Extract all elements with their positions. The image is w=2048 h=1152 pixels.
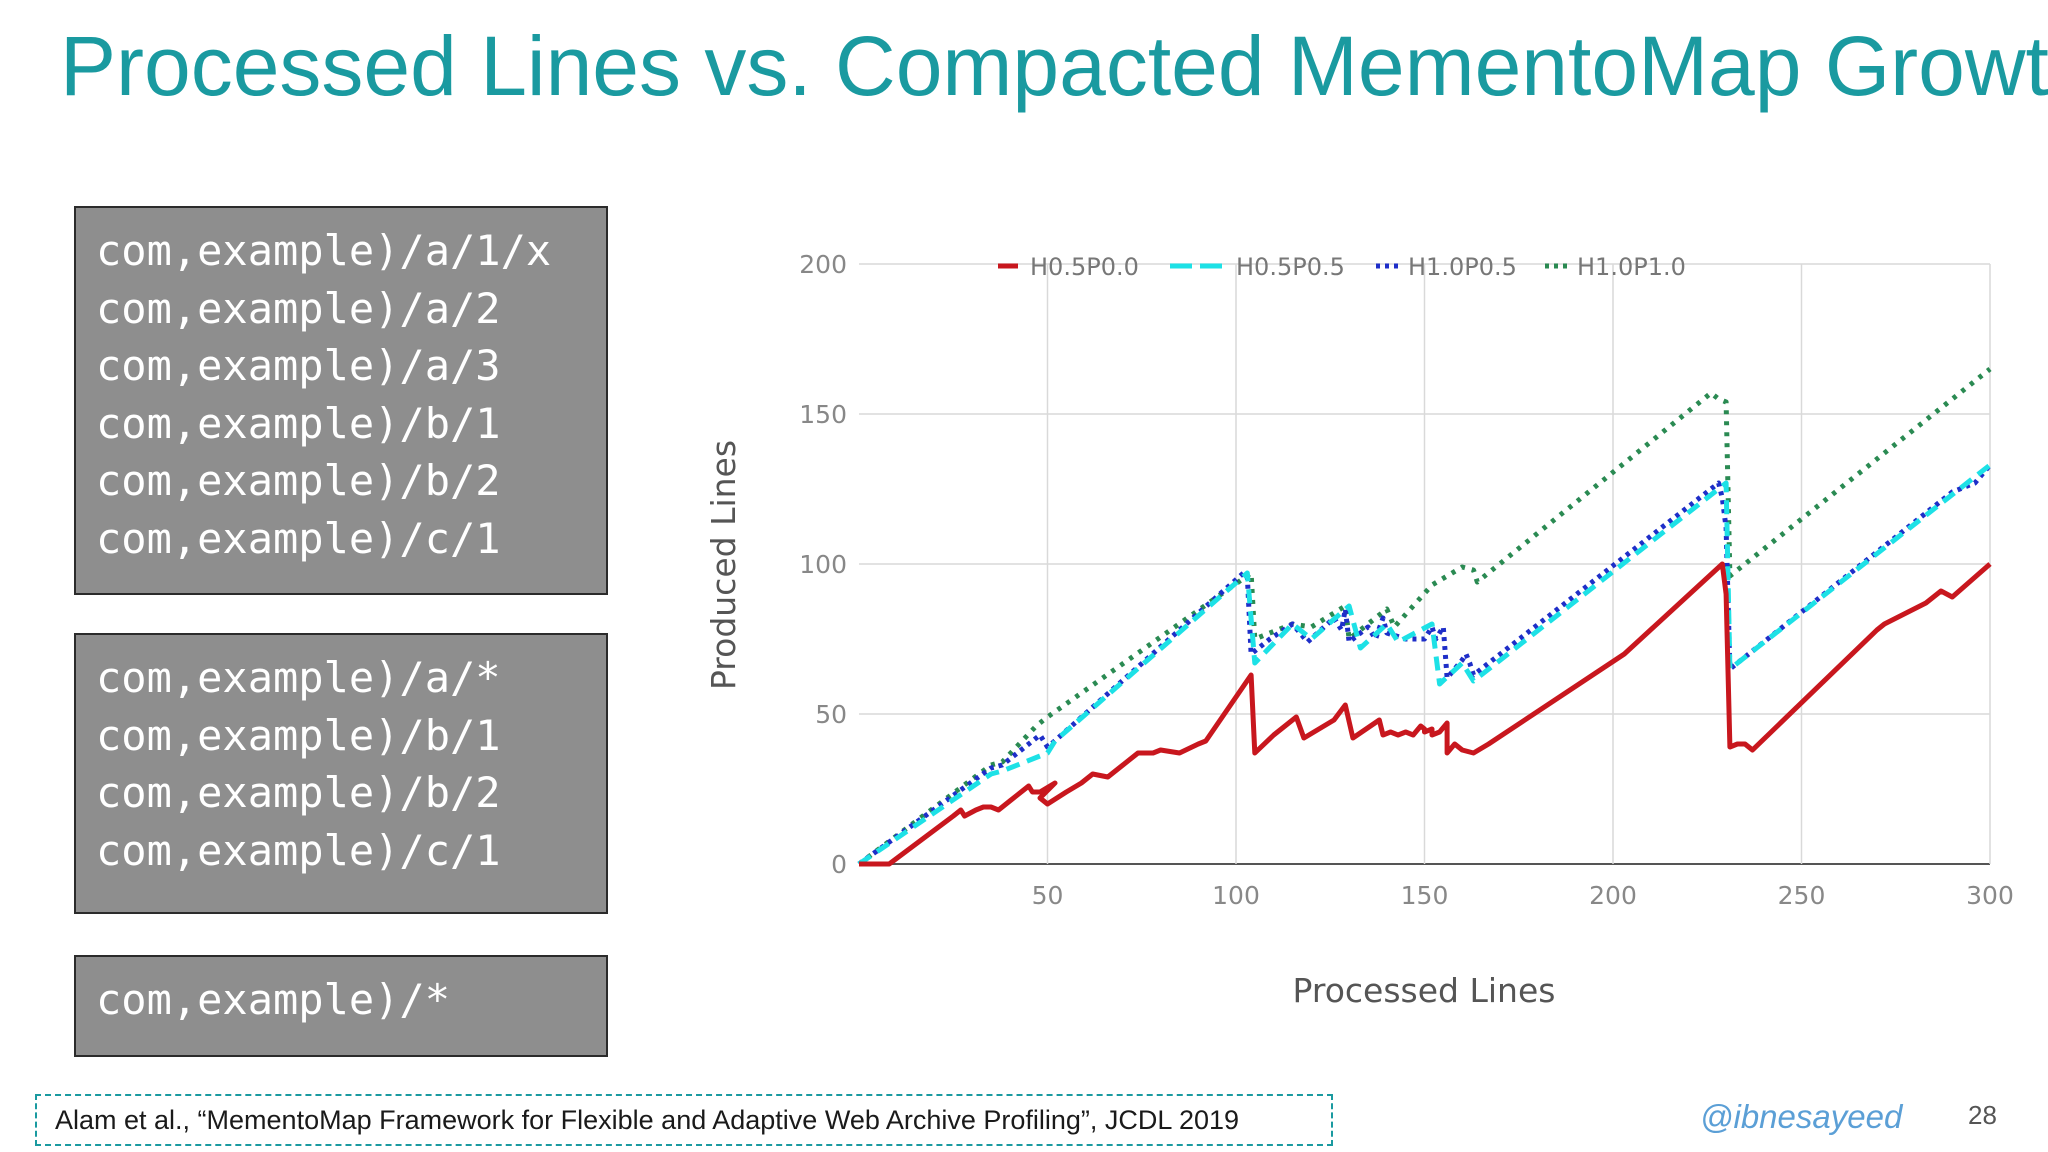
code-line: com,example)/c/1 [96,825,501,875]
code-line: com,example)/a/* [96,653,501,702]
chart-ticks: 0 50 100 150 200 50 100 150 200 250 300 [799,250,2014,910]
author-handle: @ibnesayeed [1700,1098,1903,1135]
series-line-H1.0P0.5 [857,463,1992,867]
y-tick-label: 0 [831,850,847,879]
code-line: com,example)/a/2 [96,283,501,333]
code-line: com,example)/a/1/x [96,226,552,275]
code-line: com,example)/b/1 [96,398,501,448]
code-line: com,example)/* [96,975,451,1024]
chart-legend: H0.5P0.0 H0.5P0.5 H1.0P0.5 H1.0P1.0 [998,253,1686,281]
x-tick-label: 300 [1966,881,2014,910]
legend-label: H1.0P1.0 [1577,253,1686,281]
x-tick-label: 200 [1589,881,1637,910]
series-line-H0.5P0.0 [859,561,1992,867]
chart-series [857,367,1992,867]
x-axis-label: Processed Lines [1293,971,1556,1010]
citation-box: Alam et al., “MementoMap Framework for F… [35,1094,1333,1146]
series-line-H0.5P0.5 [857,463,1992,867]
code-box-2: com,example)/a/* com,example)/b/1 com,exam… [74,633,608,914]
chart-grid [859,263,1991,865]
y-axis-label: Produced Lines [704,440,743,690]
line-chart: H0.5P0.0 H0.5P0.5 H1.0P0.5 H1.0P1.0 0 50 100 1… [704,250,2014,1010]
y-tick-label: 150 [799,400,847,429]
x-tick-label: 100 [1212,881,1260,910]
slide-title: Processed Lines vs. Compacted MementoMap… [60,19,2048,113]
y-tick-label: 200 [799,250,847,279]
code-line: com,example)/b/1 [96,710,501,760]
code-line: com,example)/c/1 [96,513,501,563]
y-tick-label: 100 [799,550,847,579]
x-tick-label: 50 [1032,881,1064,910]
legend-label: H1.0P0.5 [1408,253,1517,281]
code-box-1: com,example)/a/1/x com,example)/a/2 com,ex… [74,206,608,595]
x-tick-label: 150 [1401,881,1449,910]
slide-number: 28 [1968,1100,1997,1130]
code-line: com,example)/b/2 [96,768,501,817]
code-line: com,example)/a/3 [96,341,501,390]
y-tick-label: 50 [815,700,847,729]
x-tick-label: 250 [1778,881,1826,910]
legend-label: H0.5P0.5 [1236,253,1345,281]
legend-label: H0.5P0.0 [1030,253,1139,281]
code-line: com,example)/b/2 [96,456,501,505]
code-box-3: com,example)/* [74,955,608,1057]
